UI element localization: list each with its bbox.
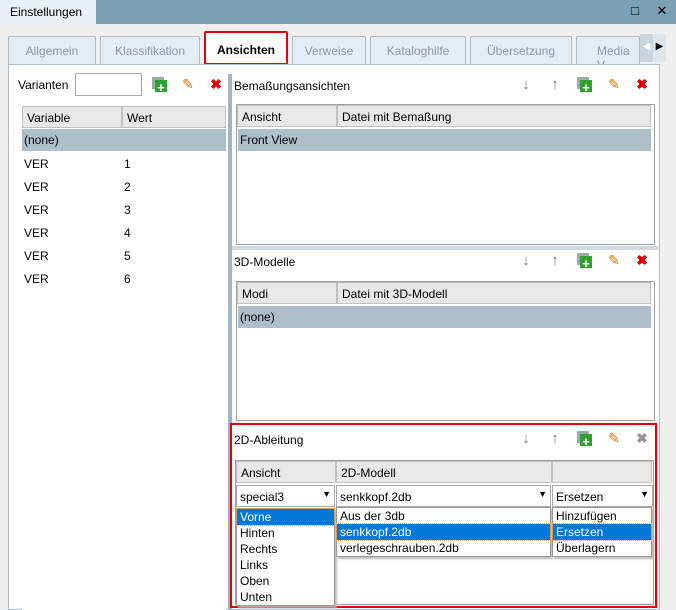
delete-icon[interactable]: ✖ [636, 76, 648, 92]
option-rechts[interactable]: Rechts [240, 542, 278, 556]
delete-icon[interactable]: ✖ [636, 252, 648, 268]
table-row-selected[interactable]: (none) [238, 306, 651, 328]
maximize-icon[interactable]: □ [631, 3, 639, 18]
view-name: Front View [240, 133, 298, 147]
table-row-selected[interactable]: Front View [238, 129, 651, 151]
table-row[interactable]: VER 2 [24, 180, 131, 194]
table-row[interactable]: VER 6 [24, 272, 131, 286]
column-header-ansicht[interactable]: Ansicht [237, 105, 337, 127]
model-combo-value: senkkopf.2db [340, 490, 412, 504]
option-hinten[interactable]: Hinten [240, 526, 275, 540]
vertical-splitter[interactable] [228, 74, 232, 610]
mode-combo[interactable]: Ersetzen ▼ [552, 485, 653, 507]
option-oben[interactable]: Oben [240, 574, 270, 588]
scroll-tabs-left-icon[interactable]: ◀ [640, 34, 653, 62]
add-icon[interactable]: + [580, 80, 592, 95]
variant-variable: VER [24, 180, 49, 194]
option-senkkopf[interactable]: senkkopf.2db [336, 523, 551, 541]
add-icon[interactable]: + [580, 256, 592, 271]
variant-variable: VER [24, 226, 49, 240]
add-icon[interactable]: + [580, 434, 592, 449]
horizontal-splitter[interactable] [232, 246, 658, 250]
scroll-tabs-right-icon[interactable]: ▶ [653, 34, 666, 62]
tab-verweise[interactable]: Verweise [292, 36, 366, 64]
option-verlegeschrauben[interactable]: verlegeschrauben.2db [340, 541, 459, 555]
move-down-icon[interactable]: ↓ [522, 76, 530, 93]
window-title: Einstellungen [0, 0, 96, 24]
tab-uebersetzung[interactable]: Übersetzung [470, 36, 572, 64]
derivation-2d-title: 2D-Ableitung [234, 433, 304, 447]
mode-name: (none) [240, 310, 275, 324]
mode-combo-value: Ersetzen [556, 490, 604, 504]
column-header-modi[interactable]: Modi [237, 282, 337, 304]
dimension-views-title: Bemaßungsansichten [234, 79, 351, 93]
variant-value: 4 [124, 226, 131, 240]
models-3d-title: 3D-Modelle [234, 255, 296, 269]
variant-value: 5 [124, 249, 131, 263]
variant-value: 2 [124, 180, 131, 194]
option-vorne[interactable]: Vorne [236, 508, 335, 526]
move-up-icon[interactable]: ↑ [551, 430, 559, 447]
move-down-icon[interactable]: ↓ [522, 252, 530, 269]
edit-variant-icon[interactable]: ✎ [182, 76, 194, 92]
option-unten[interactable]: Unten [240, 590, 273, 604]
column-header-2d-modell[interactable]: 2D-Modell [336, 461, 552, 483]
variant-value: 6 [124, 272, 131, 286]
tab-media[interactable]: Media V [576, 36, 640, 64]
variants-table: Variable Wert (none) [22, 106, 226, 610]
variant-variable: VER [24, 272, 49, 286]
edit-icon[interactable]: ✎ [608, 430, 620, 446]
column-header-ansicht-2d[interactable]: Ansicht [236, 461, 336, 483]
variant-value: 1 [124, 157, 131, 171]
variants-label: Varianten [18, 78, 69, 92]
column-header-variable[interactable]: Variable [22, 106, 122, 128]
models-3d-table: Modi Datei mit 3D-Modell (none) [236, 281, 655, 421]
table-row[interactable]: VER 5 [24, 249, 131, 263]
option-ueberlagern[interactable]: Überlagern [556, 541, 616, 555]
chevron-down-icon[interactable]: ▼ [322, 489, 331, 499]
model-dropdown-list: Aus der 3db senkkopf.2db verlegeschraube… [336, 507, 551, 557]
table-row[interactable]: VER 4 [24, 226, 131, 240]
view-dropdown-list: Vorne Hinten Rechts Links Oben Unten [236, 508, 335, 606]
title-bar [0, 0, 676, 24]
move-down-icon[interactable]: ↓ [522, 430, 530, 447]
tab-klassifikation[interactable]: Klassifikation [100, 36, 200, 64]
table-row[interactable]: VER 1 [24, 157, 131, 171]
option-hinzufuegen[interactable]: Hinzufügen [556, 509, 617, 523]
tab-ansichten[interactable]: Ansichten [204, 31, 288, 65]
edit-icon[interactable]: ✎ [608, 252, 620, 268]
variant-variable: VER [24, 203, 49, 217]
table-row-selected[interactable]: (none) [22, 129, 226, 151]
tab-kataloghilfe[interactable]: Kataloghilfe [370, 36, 466, 64]
column-header-wert[interactable]: Wert [122, 106, 226, 128]
variant-value: 3 [124, 203, 131, 217]
tab-allgemein[interactable]: Allgemein [8, 36, 96, 64]
variant-variable: (none) [24, 133, 59, 147]
move-up-icon[interactable]: ↑ [551, 76, 559, 93]
move-up-icon[interactable]: ↑ [551, 252, 559, 269]
model-combo[interactable]: senkkopf.2db ▼ [336, 485, 551, 507]
edit-icon[interactable]: ✎ [608, 76, 620, 92]
chevron-down-icon[interactable]: ▼ [640, 489, 649, 499]
column-header-datei-3d[interactable]: Datei mit 3D-Modell [337, 282, 651, 304]
table-row[interactable]: VER 3 [24, 203, 131, 217]
delete-variant-icon[interactable]: ✖ [210, 76, 222, 92]
chevron-down-icon[interactable]: ▼ [538, 489, 547, 499]
view-combo-value: special3 [240, 490, 285, 504]
add-variant-icon[interactable]: + [155, 80, 167, 95]
column-header-datei[interactable]: Datei mit Bemaßung [337, 105, 651, 127]
column-header-mode[interactable] [552, 461, 652, 483]
delete-icon-disabled: ✖ [636, 430, 648, 446]
variant-variable: VER [24, 249, 49, 263]
right-margin [661, 64, 676, 610]
option-links[interactable]: Links [240, 558, 269, 572]
view-combo[interactable]: special3 ▼ [236, 485, 335, 507]
dimension-views-table: Ansicht Datei mit Bemaßung Front View [236, 104, 655, 245]
option-ersetzen[interactable]: Ersetzen [552, 523, 652, 541]
variant-variable: VER [24, 157, 49, 171]
variants-input[interactable] [75, 73, 142, 96]
option-aus-der-3db[interactable]: Aus der 3db [340, 509, 405, 523]
close-icon[interactable]: ✕ [656, 3, 668, 18]
mode-dropdown-list: Hinzufügen Ersetzen Überlagern [552, 507, 652, 557]
